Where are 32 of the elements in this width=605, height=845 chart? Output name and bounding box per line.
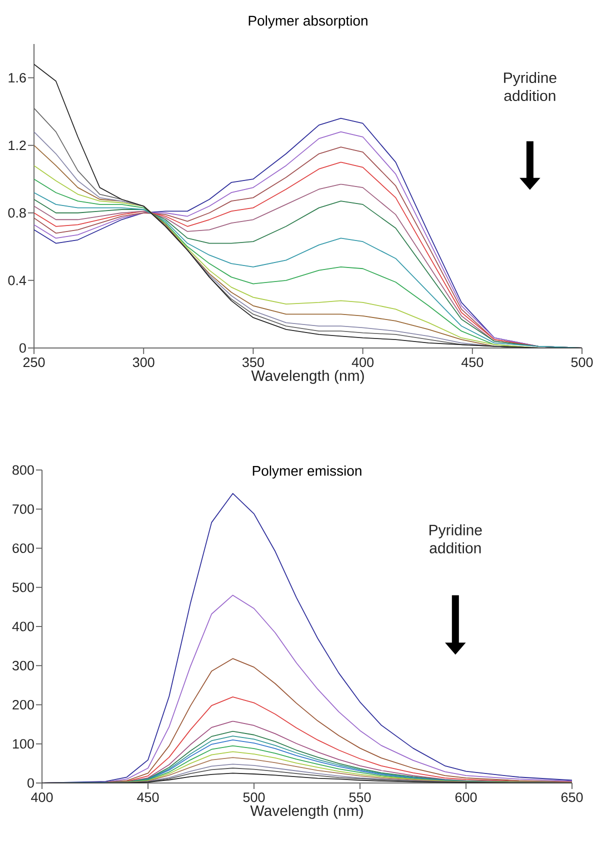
y-tick-label: 1.2 [8, 140, 26, 150]
y-tick-label: 100 [12, 739, 34, 749]
y-tick-label: 0.8 [8, 208, 26, 218]
x-tick-label: 300 [132, 358, 154, 368]
x-tick-label: 400 [352, 358, 374, 368]
chart-title: Polymer absorption [248, 15, 368, 28]
y-tick-label: 0 [27, 778, 34, 788]
x-tick-label: 250 [23, 358, 45, 368]
x-axis-title: Wavelength (nm) [251, 370, 364, 384]
y-tick-label: 500 [12, 582, 34, 592]
x-tick-label: 500 [243, 792, 265, 802]
y-tick-label: 400 [12, 622, 34, 632]
x-tick-label: 600 [455, 792, 477, 802]
annotation: Pyridine addition [430, 524, 482, 554]
x-tick-label: 350 [242, 358, 264, 368]
y-tick-label: 300 [12, 660, 34, 670]
x-tick-label: 550 [349, 792, 371, 802]
x-tick-label: 450 [137, 792, 159, 802]
annotation: Pyridine addition [504, 72, 556, 102]
y-tick-label: 0 [19, 343, 26, 353]
x-tick-label: 400 [31, 792, 53, 802]
y-tick-label: 700 [12, 504, 34, 514]
y-tick-label: 800 [12, 465, 34, 475]
y-tick-label: 0.4 [8, 276, 26, 286]
chart-title: Polymer emission [252, 466, 362, 479]
x-tick-label: 650 [561, 792, 583, 802]
y-tick-label: 600 [12, 543, 34, 554]
x-tick-label: 450 [461, 358, 484, 368]
y-tick-label: 1.6 [8, 72, 26, 83]
y-tick-label: 200 [12, 700, 34, 710]
x-tick-label: 500 [571, 358, 593, 368]
x-axis-title: Wavelength (nm) [250, 804, 363, 819]
